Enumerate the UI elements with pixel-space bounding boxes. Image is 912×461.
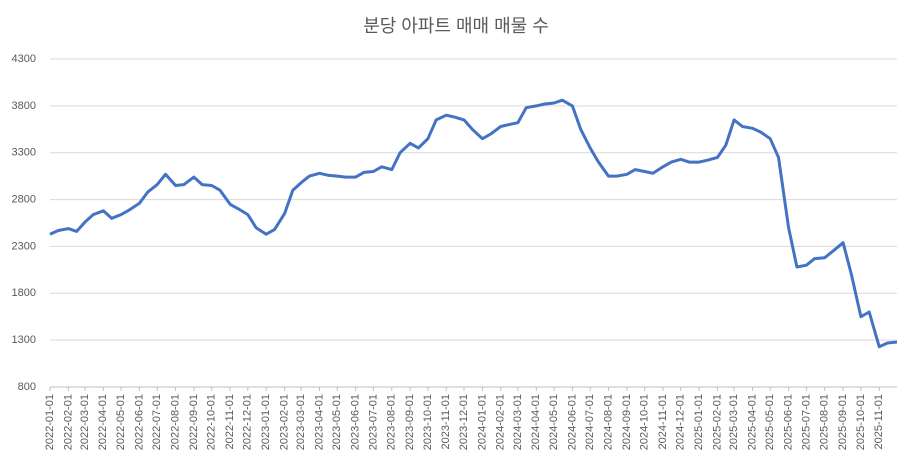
y-tick-label: 1800 [12,287,36,299]
x-tick-label: 2023-08-01 [386,394,398,450]
x-tick-label: 2023-03-01 [295,394,307,450]
x-tick-label: 2022-04-01 [97,394,109,450]
x-tick-label: 2023-10-01 [422,394,434,450]
x-tick-label: 2025-10-01 [855,394,867,450]
x-tick-label: 2024-01-01 [476,394,488,450]
x-tick-label: 2022-01-01 [44,394,56,450]
x-tick-label: 2024-02-01 [495,394,507,450]
x-tick-label: 2023-11-01 [440,394,452,449]
x-tick-label: 2025-02-01 [711,394,723,450]
x-tick-label: 2024-07-01 [584,394,596,450]
x-tick-label: 2025-04-01 [746,394,758,450]
y-tick-label: 2300 [12,240,36,252]
x-tick-label: 2022-12-01 [242,394,254,450]
x-tick-label: 2023-12-01 [458,394,470,450]
x-tick-label: 2024-12-01 [675,394,687,450]
y-tick-label: 4300 [12,53,36,65]
y-tick-label: 800 [18,381,36,393]
x-tick-label: 2022-11-01 [224,394,236,449]
x-tick-label: 2025-03-01 [728,394,740,450]
x-tick-label: 2022-10-01 [206,394,218,450]
y-tick-label: 1300 [12,334,36,346]
x-tick-label: 2023-05-01 [331,394,343,450]
x-tick-label: 2025-08-01 [819,394,831,450]
x-tick-label: 2022-09-01 [188,394,200,450]
data-line [49,98,898,349]
x-tick-label: 2024-10-01 [639,394,651,450]
y-tick-label: 3300 [12,147,36,159]
x-tick-label: 2024-11-01 [657,394,669,449]
chart-title: 분당 아파트 매매 매물 수 [363,16,549,36]
x-tick-label: 2025-01-01 [693,394,705,450]
x-tick-label: 2023-07-01 [367,394,379,450]
x-tick-label: 2024-03-01 [512,394,524,450]
x-tick-label: 2023-04-01 [313,394,325,450]
x-tick-label: 2022-02-01 [62,394,74,450]
x-tick-label: 2025-05-01 [764,394,776,450]
x-tick-label: 2022-07-01 [151,394,163,450]
x-tick-label: 2024-06-01 [566,394,578,450]
x-tick-label: 2022-05-01 [115,394,127,450]
x-tick-label: 2023-02-01 [278,394,290,450]
x-tick-label: 2022-03-01 [79,394,91,450]
x-tick-label: 2024-04-01 [530,394,542,450]
x-tick-label: 2023-09-01 [404,394,416,450]
x-tick-label: 2025-06-01 [783,394,795,450]
x-tick-label: 2024-05-01 [548,394,560,450]
x-tick-label: 2024-09-01 [621,394,633,450]
x-tick-label: 2025-09-01 [837,394,849,450]
x-tick-label: 2025-07-01 [800,394,812,450]
y-tick-label: 2800 [12,193,36,205]
x-tick-label: 2023-01-01 [260,394,272,450]
x-tick-label: 2023-06-01 [350,394,362,450]
x-tick-label: 2022-08-01 [169,394,181,450]
x-tick-label: 2022-06-01 [133,394,145,450]
x-tick-label: 2025-11-01 [873,394,885,449]
x-tick-label: 2024-08-01 [602,394,614,450]
y-tick-label: 3800 [12,100,36,112]
